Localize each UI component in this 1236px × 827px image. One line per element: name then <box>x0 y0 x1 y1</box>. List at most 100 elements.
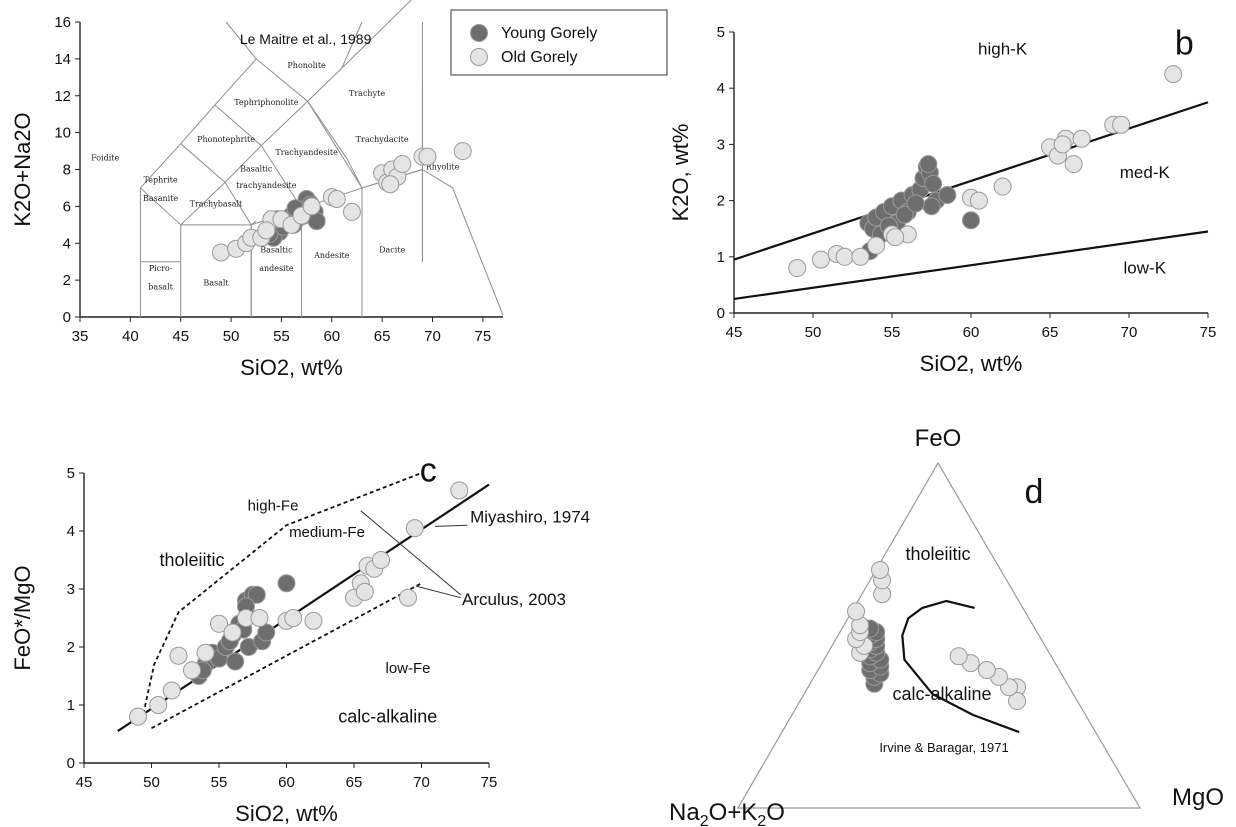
panel-letter: b <box>1175 24 1194 62</box>
tas-field-boundary <box>225 21 257 60</box>
young-gorely-point <box>962 211 980 230</box>
y-tick-label: 8 <box>63 162 71 179</box>
young-gorely-point <box>922 197 941 216</box>
tas-field-label: Trachyte <box>349 89 385 98</box>
tas-field-boundary <box>180 143 226 183</box>
old-gorely-point <box>450 481 469 500</box>
x-tick-label: 65 <box>1042 324 1059 341</box>
tas-field-label: Trachyandesite <box>275 148 338 157</box>
x-tick-label: 60 <box>323 328 340 345</box>
tas-field-label: Phonotephrite <box>197 135 255 144</box>
legend-label-old: Old Gorely <box>501 49 577 66</box>
x-axis-title: SiO2, wt% <box>240 355 343 380</box>
tas-field-label: Basalt <box>203 279 229 288</box>
region-label: high-Fe <box>248 498 299 515</box>
old-gorely-point <box>835 247 854 266</box>
legend-marker-young <box>470 24 488 42</box>
tas-field-boundary <box>307 100 348 159</box>
x-tick-label: 60 <box>278 774 295 791</box>
tas-field-boundary <box>140 143 182 189</box>
tas-field-boundary <box>224 145 262 183</box>
x-axis-title: SiO2, wt% <box>920 351 1023 376</box>
tas-field-boundary <box>341 0 413 69</box>
old-gorely-point <box>851 247 870 266</box>
tas-field-boundary <box>307 101 363 189</box>
tas-field-label: Basanite <box>143 194 178 203</box>
old-gorely-point <box>284 609 303 627</box>
tas-field-boundary <box>422 169 453 189</box>
old-gorely-point <box>1008 692 1027 711</box>
y-tick-label: 4 <box>717 80 725 97</box>
arculus-dashed-line <box>142 472 422 714</box>
x-axis-title: SiO2, wt% <box>235 801 338 826</box>
tas-field-boundary <box>180 182 226 226</box>
y-tick-label: 3 <box>67 581 75 598</box>
old-gorely-point <box>355 582 374 601</box>
vertex-label-mgo: MgO <box>1172 784 1224 811</box>
y-tick-label: 1 <box>67 697 75 714</box>
tas-field-label: Andesite <box>313 251 350 260</box>
legend-marker-old <box>470 48 488 66</box>
tas-field-label: Basaltic <box>260 245 293 254</box>
old-gorely-point <box>418 147 437 166</box>
vertex-label-part: 2 <box>757 813 766 827</box>
old-gorely-point <box>223 623 242 642</box>
old-gorely-point <box>393 154 412 173</box>
region-label: medium-Fe <box>289 524 365 541</box>
y-tick-label: 0 <box>63 309 71 326</box>
y-tick-label: 1 <box>717 249 725 266</box>
old-gorely-point <box>169 646 188 665</box>
reference-annotation: Le Maitre et al., 1989 <box>240 31 372 47</box>
old-gorely-point <box>149 696 168 714</box>
y-tick-label: 5 <box>717 24 725 41</box>
y-tick-label: 4 <box>63 235 71 252</box>
old-gorely-point <box>212 243 230 262</box>
tas-field-label: trachyandesite <box>236 181 297 190</box>
old-gorely-point <box>210 614 228 633</box>
tas-field-label: Tephrite <box>144 175 178 184</box>
old-gorely-point <box>304 611 323 630</box>
x-tick-label: 55 <box>884 324 901 341</box>
panel-letter: d <box>1025 473 1044 511</box>
tas-field-boundary <box>307 67 343 102</box>
tas-field-boundary <box>260 145 302 209</box>
old-gorely-point <box>886 228 905 247</box>
tas-field-label: Phonolite <box>287 61 326 70</box>
old-gorely-point <box>811 250 830 269</box>
x-tick-label: 70 <box>1121 324 1138 341</box>
tas-field-label: Tephriphonolite <box>234 98 298 107</box>
y-axis-title: FeO*/MgO <box>10 565 35 670</box>
tas-field-label: Foidite <box>91 153 119 162</box>
y-tick-label: 6 <box>63 198 71 215</box>
x-tick-label: 55 <box>211 774 228 791</box>
arculus-annotation: Arculus, 2003 <box>462 590 566 609</box>
vertex-label-part: 2 <box>700 813 709 827</box>
tas-field-label: Picro- <box>149 264 173 273</box>
old-gorely-point <box>372 551 390 569</box>
x-tick-label: 70 <box>413 774 430 791</box>
young-gorely-point <box>257 623 276 642</box>
old-gorely-point <box>405 519 424 538</box>
young-gorely-point <box>895 205 914 224</box>
x-tick-label: 65 <box>374 328 391 345</box>
irvine-baragar-boundary <box>901 599 1020 734</box>
old-gorely-point <box>1072 129 1091 148</box>
tas-field-boundary <box>214 104 262 146</box>
y-tick-label: 3 <box>717 136 725 153</box>
old-gorely-point <box>867 236 886 255</box>
y-tick-label: 12 <box>54 88 71 105</box>
tas-field-label: Dacite <box>379 245 405 254</box>
legend-frame <box>450 9 668 76</box>
old-gorely-point <box>302 197 321 216</box>
old-gorely-point <box>399 588 417 607</box>
panel-letter: c <box>420 452 437 490</box>
old-gorely-point <box>871 560 890 579</box>
old-gorely-point <box>129 707 147 726</box>
x-tick-label: 50 <box>805 324 822 341</box>
y-tick-label: 14 <box>54 51 71 68</box>
old-gorely-point <box>1064 155 1083 174</box>
tas-field-label: andesite <box>259 264 294 273</box>
old-gorely-point <box>453 142 472 161</box>
annotation-arrow <box>360 510 461 596</box>
